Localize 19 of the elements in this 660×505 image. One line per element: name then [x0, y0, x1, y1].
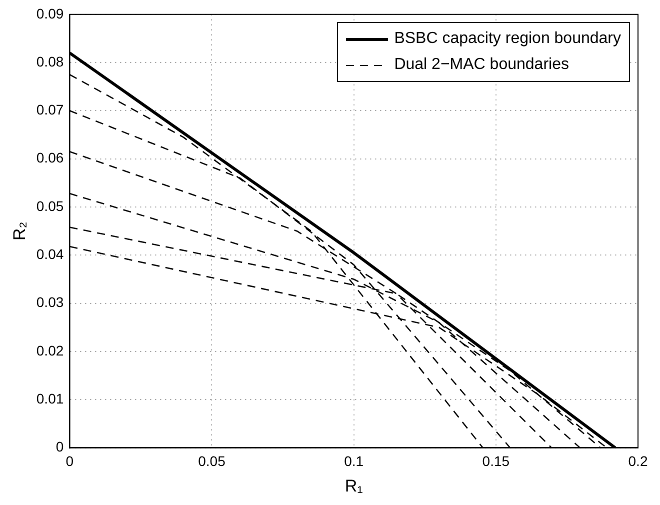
y-tick-label: 0.06 [36, 150, 64, 166]
y-tick-label: 0.05 [36, 198, 64, 214]
x-axis-title: R₁ [344, 476, 364, 496]
legend-label: Dual 2−MAC boundaries [394, 55, 569, 76]
y-tick-label: 0.01 [36, 390, 64, 407]
y-tick-label: 0.03 [36, 294, 64, 310]
y-tick-label: 0.04 [36, 246, 64, 262]
x-tick-label: 0.05 [198, 453, 226, 470]
x-tick-label: 0.15 [482, 453, 510, 470]
x-tick-label: 0.1 [344, 453, 364, 470]
x-tick-label: 0.2 [628, 453, 648, 470]
y-tick-label: 0 [56, 438, 64, 455]
legend-label: BSBC capacity region boundary [394, 29, 621, 50]
y-tick-label: 0.09 [36, 5, 64, 22]
x-tick-label: 0 [66, 453, 74, 470]
y-axis-title: R₂ [10, 222, 29, 241]
y-tick-label: 0.02 [36, 342, 64, 358]
y-tick-label: 0.07 [36, 102, 64, 118]
y-tick-label: 0.08 [36, 53, 64, 70]
